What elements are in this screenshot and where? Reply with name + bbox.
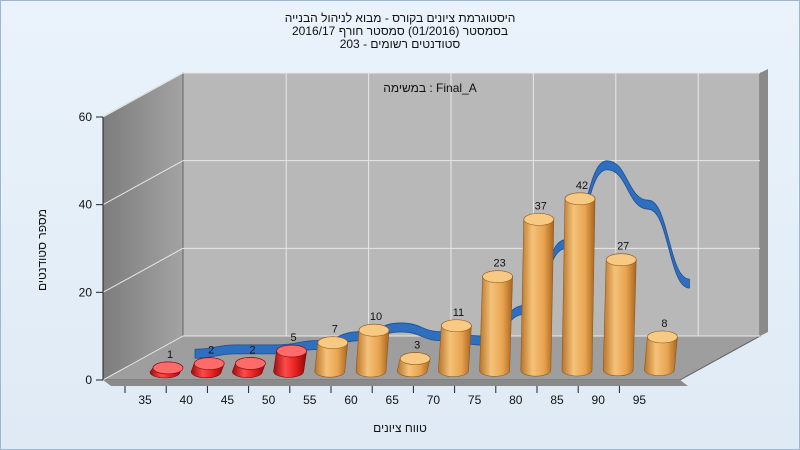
bar-top <box>193 357 225 370</box>
data-label-60: 10 <box>370 311 382 323</box>
chart-title-line-2: בסמסטר (01/2016) סמסטר חורף 2016/17 <box>291 24 509 38</box>
back-wall-right-edge <box>760 69 768 336</box>
bar-top <box>358 323 390 337</box>
bar-70 <box>438 319 472 377</box>
bar-body <box>479 270 513 377</box>
bar-65 <box>396 352 431 378</box>
floor-front-edge <box>103 380 688 386</box>
gridline-left-3 <box>102 72 184 118</box>
bar-60 <box>355 323 390 378</box>
chart-title-line-1: היסטוגרמת ציונים בקורס - מבוא לניהול הבנ… <box>284 11 516 25</box>
bar-top <box>152 361 184 375</box>
chart-title-line-3: סטודנטים רשומים - 203 <box>339 37 461 51</box>
data-label-95: 8 <box>661 318 667 330</box>
bar-top <box>482 270 513 283</box>
bar-top <box>605 253 637 267</box>
data-label-85: 42 <box>576 180 588 192</box>
bar-50 <box>273 344 307 378</box>
x-tick-label-50: 50 <box>262 393 276 407</box>
bar-body <box>520 213 555 377</box>
bar-body <box>602 253 637 377</box>
data-label-65: 3 <box>414 340 420 352</box>
bar-35 <box>149 361 184 379</box>
x-tick-label-35: 35 <box>138 393 152 407</box>
y-tick-label: 20 <box>79 285 93 299</box>
bar-top <box>317 336 349 349</box>
bar-40 <box>190 357 225 379</box>
x-tick-label-80: 80 <box>509 393 523 407</box>
data-label-75: 23 <box>493 258 505 270</box>
bar-95 <box>644 330 678 376</box>
data-label-90: 27 <box>617 241 629 253</box>
gridline-left-0 <box>102 335 184 381</box>
data-label-45: 2 <box>249 344 255 356</box>
x-tick-label-95: 95 <box>633 393 647 407</box>
bar-45 <box>232 357 266 378</box>
y-axis-title: מספר סטודנטים <box>35 209 49 291</box>
x-tick-label-90: 90 <box>592 393 606 407</box>
data-label-35: 1 <box>167 349 173 361</box>
bar-body <box>561 192 596 377</box>
x-tick-label-60: 60 <box>344 393 358 407</box>
left-wall <box>102 72 184 381</box>
bar-75 <box>479 270 513 377</box>
x-tick-label-65: 65 <box>386 393 400 407</box>
y-tick-label: 60 <box>79 110 93 124</box>
bar-top <box>647 330 678 344</box>
bar-top <box>523 213 555 226</box>
y-tick-label: 0 <box>85 373 92 387</box>
data-label-50: 5 <box>291 332 297 344</box>
bar-85 <box>561 192 596 377</box>
x-tick-label-55: 55 <box>303 393 317 407</box>
gridline-left-1 <box>102 247 184 293</box>
x-tick-label-85: 85 <box>550 393 564 407</box>
bar-top <box>399 352 431 365</box>
data-label-55: 7 <box>332 324 338 336</box>
bar-top <box>564 192 596 206</box>
x-tick-label-70: 70 <box>427 393 441 407</box>
data-label-40: 2 <box>208 345 214 357</box>
x-tick-label-45: 45 <box>221 393 235 407</box>
x-axis-title: טווח ציונים <box>373 421 427 435</box>
bar-90 <box>602 253 637 377</box>
bar-top <box>441 319 472 333</box>
chart-subtitle: במשימה : Final_A <box>383 81 477 95</box>
back-wall <box>182 72 761 337</box>
bar-80 <box>520 213 555 377</box>
data-label-80: 37 <box>535 200 547 212</box>
y-tick-label: 40 <box>79 198 93 212</box>
data-label-70: 11 <box>453 307 464 319</box>
bar-top <box>276 344 307 358</box>
bar-55 <box>314 336 349 378</box>
gridline-left-2 <box>102 160 184 206</box>
x-tick-label-40: 40 <box>180 393 194 407</box>
bar-top <box>235 357 266 370</box>
x-tick-label-75: 75 <box>468 393 482 407</box>
